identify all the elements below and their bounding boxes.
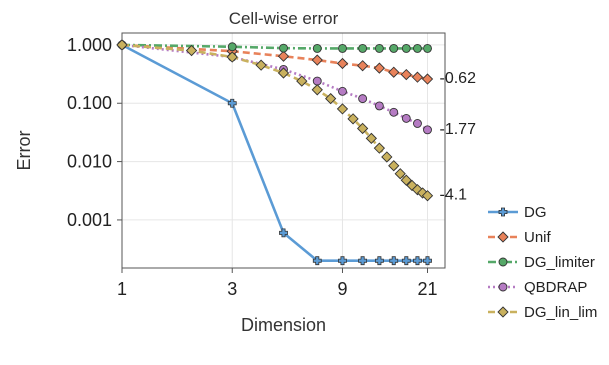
slope-annotation: -4.1 (440, 187, 468, 204)
data-point (338, 256, 347, 266)
data-point (255, 59, 267, 71)
data-point (116, 39, 128, 51)
data-point (277, 67, 290, 79)
x-axis-label: Dimension (241, 315, 326, 335)
data-point (356, 60, 369, 72)
legend-label: QBDRAP (524, 279, 587, 296)
data-point (381, 151, 393, 163)
data-point (413, 43, 422, 53)
y-tick-label: 1.000 (67, 35, 112, 55)
data-point (336, 103, 349, 115)
data-point (325, 92, 337, 105)
y-axis-label: Error (14, 130, 34, 170)
data-point (226, 51, 238, 63)
data-point (389, 107, 399, 117)
axis-ticks: 1 3 9 21 1.000 0.100 0.010 0.001 (67, 35, 438, 299)
legend-entry: QBDRAP (488, 279, 587, 296)
data-point (336, 57, 349, 70)
data-point (400, 68, 412, 81)
legend-entry: DG_lin_lim (488, 304, 597, 321)
data-point (296, 75, 308, 87)
legend-marker (498, 282, 508, 292)
series-unif (116, 39, 434, 85)
legend: DG Unif DG_limiter QBDRAP DG_lin_lim (488, 204, 597, 321)
chart-title: Cell-wise error (229, 9, 339, 28)
y-tick-label: 0.010 (67, 152, 112, 172)
data-point (394, 168, 406, 180)
data-point (347, 113, 359, 125)
slope-annotation: -1.77 (440, 121, 477, 138)
series-dg (117, 40, 432, 266)
data-point (373, 142, 386, 154)
data-point (365, 132, 377, 145)
data-point (312, 256, 322, 266)
data-point (311, 84, 323, 96)
data-point (227, 98, 237, 108)
legend-label: Unif (524, 229, 552, 246)
legend-marker (498, 207, 508, 217)
data-point (413, 119, 422, 128)
data-point (358, 94, 368, 104)
data-point (389, 256, 399, 266)
legend-label: DG (524, 204, 547, 221)
legend-label: DG_lin_lim (524, 304, 597, 321)
plot-frame (121, 32, 446, 269)
data-point (374, 256, 384, 266)
data-point (423, 43, 432, 53)
series-line (121, 43, 428, 263)
x-tick-label: 9 (337, 279, 347, 299)
series-line (121, 43, 429, 131)
data-point (374, 43, 384, 53)
data-point (373, 62, 386, 74)
x-tick-label: 3 (227, 279, 237, 299)
data-point (388, 160, 400, 172)
legend-entry: DG_limiter (488, 254, 595, 271)
data-point (374, 101, 384, 111)
x-tick-label: 21 (417, 279, 437, 299)
data-point (356, 122, 369, 135)
series-dg-lin-lim (116, 39, 434, 202)
legend-marker (497, 306, 509, 318)
slope-annotations: -0.62 -1.77 -4.1 (440, 70, 477, 204)
data-point (421, 190, 434, 202)
series-dg-limiter (117, 40, 432, 53)
data-point (423, 125, 432, 135)
data-point (185, 44, 198, 57)
x-tick-label: 1 (117, 279, 127, 299)
legend-marker (498, 257, 508, 267)
data-point (421, 73, 434, 85)
data-point (416, 187, 429, 199)
legend-marker (497, 231, 509, 243)
data-point (401, 113, 411, 123)
data-point (413, 256, 422, 266)
series-qbdrap (117, 40, 432, 135)
data-point (311, 54, 323, 66)
data-point (401, 43, 411, 53)
data-point (338, 43, 347, 53)
data-point (400, 174, 412, 186)
data-point (312, 43, 322, 53)
legend-entry: Unif (488, 229, 552, 246)
data-point (423, 256, 432, 266)
data-point (388, 66, 400, 78)
data-point (279, 228, 288, 238)
series-group (116, 39, 434, 266)
data-point (312, 76, 322, 86)
y-tick-label: 0.001 (67, 210, 112, 230)
y-tick-label: 0.100 (67, 93, 112, 113)
data-point (277, 50, 290, 62)
data-point (411, 71, 424, 83)
data-point (279, 43, 288, 53)
data-point (389, 43, 399, 53)
slope-annotation: -0.62 (440, 70, 477, 87)
data-point (358, 256, 368, 266)
data-point (406, 179, 418, 192)
data-point (358, 43, 368, 53)
data-point (401, 256, 411, 266)
data-point (338, 86, 347, 96)
legend-label: DG_limiter (524, 254, 595, 271)
legend-entry: DG (488, 204, 547, 221)
data-point (227, 42, 237, 52)
